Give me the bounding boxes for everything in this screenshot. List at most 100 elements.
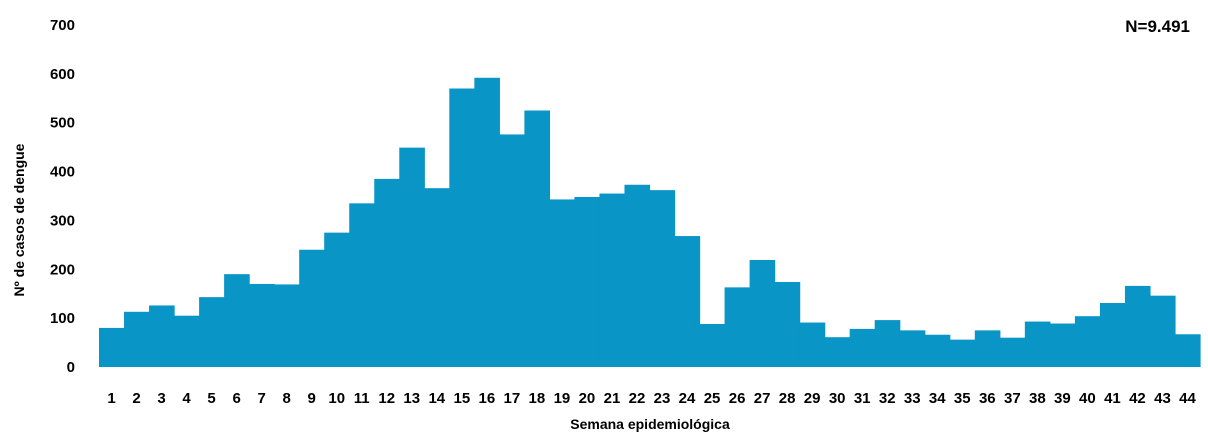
- bar-week-22: [624, 184, 651, 367]
- bar-week-4: [174, 315, 200, 367]
- bar-week-35: [949, 339, 976, 367]
- x-tick-label: 11: [354, 390, 370, 407]
- x-tick-label: 44: [1179, 390, 1196, 407]
- x-tick-label: 40: [1079, 390, 1096, 407]
- bar-week-9: [299, 249, 325, 367]
- bar-week-17: [499, 134, 525, 367]
- x-tick-label: 30: [829, 390, 846, 407]
- bar-week-25: [699, 324, 726, 367]
- bar-week-31: [849, 328, 876, 367]
- bar-week-40: [1074, 316, 1101, 367]
- y-tick-label: 300: [50, 212, 75, 229]
- x-tick-label: 7: [257, 390, 265, 407]
- x-tick-label: 9: [308, 390, 316, 407]
- y-tick-label: 0: [67, 359, 75, 376]
- x-tick-label: 4: [182, 390, 191, 407]
- x-tick-label: 20: [579, 390, 596, 407]
- x-tick-label: 28: [779, 390, 796, 407]
- x-axis-title: Semana epidemiológica: [570, 416, 730, 432]
- bar-week-26: [724, 287, 751, 367]
- bar-week-18: [524, 110, 551, 367]
- bar-week-16: [474, 77, 500, 368]
- x-tick-label: 37: [1004, 390, 1021, 407]
- bar-week-29: [799, 322, 826, 367]
- bar-week-12: [374, 178, 400, 367]
- x-tick-label: 12: [378, 390, 395, 407]
- bar-week-1: [99, 327, 125, 367]
- bar-week-27: [749, 260, 776, 367]
- bar-week-36: [974, 330, 1001, 367]
- bar-week-11: [349, 203, 375, 367]
- bar-week-42: [1124, 285, 1151, 367]
- bar-week-24: [674, 236, 701, 367]
- bar-week-10: [324, 232, 350, 367]
- x-tick-label: 13: [403, 390, 420, 407]
- bar-week-21: [599, 193, 626, 367]
- x-tick-label: 41: [1104, 390, 1121, 407]
- bar-week-38: [1024, 321, 1051, 367]
- y-axis-title: Nº de casos de dengue: [11, 143, 27, 296]
- x-tick-label: 10: [328, 390, 345, 407]
- bar-week-41: [1099, 303, 1126, 367]
- sample-size-note: N=9.491: [1125, 17, 1190, 36]
- y-tick-label: 200: [50, 261, 75, 278]
- bar-week-2: [124, 311, 150, 367]
- y-tick-label: 400: [50, 164, 75, 181]
- bar-week-7: [249, 283, 275, 367]
- y-tick-label: 700: [50, 17, 75, 34]
- x-tick-label: 5: [207, 390, 215, 407]
- x-tick-label: 34: [929, 390, 946, 407]
- x-tick-label: 6: [232, 390, 240, 407]
- bar-week-34: [924, 334, 951, 367]
- x-tick-label: 31: [854, 390, 871, 407]
- x-tick-label: 27: [754, 390, 771, 407]
- x-tick-label: 24: [679, 390, 696, 407]
- bar-week-5: [199, 297, 225, 367]
- bar-week-23: [649, 190, 676, 367]
- x-tick-label: 18: [529, 390, 546, 407]
- x-tick-label: 8: [282, 390, 290, 407]
- x-tick-label: 38: [1029, 390, 1046, 407]
- x-tick-label: 23: [654, 390, 671, 407]
- x-tick-label: 33: [904, 390, 921, 407]
- x-tick-label: 3: [157, 390, 165, 407]
- bars-group: [99, 77, 1201, 368]
- x-tick-label: 2: [132, 390, 140, 407]
- x-tick-label: 16: [479, 390, 496, 407]
- bar-week-44: [1174, 334, 1201, 367]
- bar-week-39: [1049, 323, 1076, 367]
- y-tick-label: 600: [50, 66, 75, 83]
- x-axis-tick-labels: 1 2 3 4 5 6 7 8 9 10 11 12 13 14 15 16 17 18 19 20 21 22 23 24 2…: [107, 390, 1196, 407]
- bar-week-20: [574, 196, 601, 367]
- bar-week-32: [874, 320, 901, 367]
- y-tick-label: 100: [50, 310, 75, 327]
- x-tick-label: 35: [954, 390, 971, 407]
- bar-week-37: [999, 337, 1026, 367]
- bar-week-43: [1149, 295, 1176, 367]
- x-tick-label: 1: [107, 390, 115, 407]
- bar-week-15: [449, 88, 475, 367]
- bar-week-28: [774, 281, 801, 367]
- y-tick-label: 500: [50, 115, 75, 132]
- y-axis-tick-labels: 0 100 200 300 400 500 600 700: [50, 17, 75, 376]
- x-tick-label: 26: [729, 390, 746, 407]
- x-tick-label: 14: [428, 390, 445, 407]
- bar-week-33: [899, 330, 926, 367]
- bar-week-8: [274, 284, 300, 367]
- x-tick-label: 32: [879, 390, 896, 407]
- bar-week-3: [149, 305, 175, 367]
- x-tick-label: 25: [704, 390, 721, 407]
- bar-week-30: [824, 337, 851, 367]
- x-tick-label: 15: [453, 390, 470, 407]
- x-tick-label: 17: [504, 390, 521, 407]
- x-tick-label: 29: [804, 390, 821, 407]
- x-tick-label: 42: [1129, 390, 1146, 407]
- x-tick-label: 39: [1054, 390, 1071, 407]
- x-tick-label: 19: [554, 390, 571, 407]
- bar-week-13: [399, 147, 425, 367]
- x-tick-label: 22: [629, 390, 646, 407]
- bar-week-19: [549, 199, 576, 367]
- x-tick-label: 36: [979, 390, 996, 407]
- bar-week-14: [424, 188, 450, 367]
